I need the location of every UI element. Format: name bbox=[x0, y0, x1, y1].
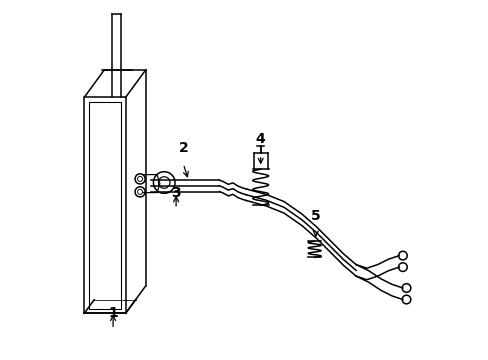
Text: 3: 3 bbox=[171, 186, 181, 200]
Text: 5: 5 bbox=[310, 209, 320, 223]
Text: 1: 1 bbox=[108, 306, 118, 320]
Text: 4: 4 bbox=[255, 132, 265, 146]
Text: 2: 2 bbox=[178, 141, 188, 155]
